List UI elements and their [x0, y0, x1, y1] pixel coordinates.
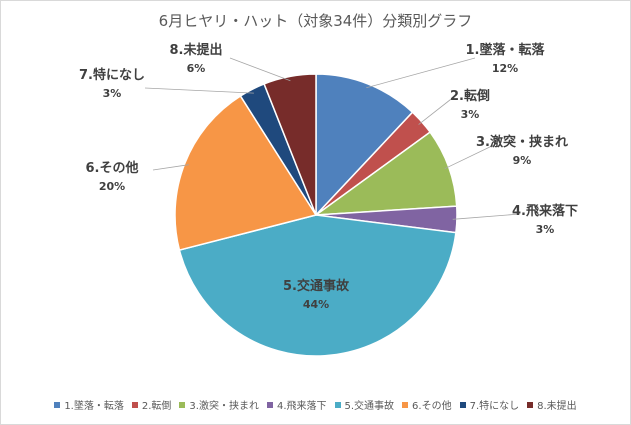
legend-label-6: 6.その他: [412, 401, 452, 412]
legend-label-8: 8.未提出: [537, 401, 577, 412]
data-label-2: 2.転倒: [450, 88, 490, 104]
legend-item-2: 2.転倒: [131, 397, 172, 412]
legend-label-3: 3.激突・挟まれ: [189, 401, 259, 412]
chart-title: 6月ヒヤリ・ハット（対象34件）分類別グラフ: [158, 12, 473, 30]
leader-line-7: [144, 87, 254, 94]
percent-label-5: 44%: [303, 298, 329, 311]
legend-label-1: 1.墜落・転落: [64, 401, 124, 412]
legend-swatch-7: [459, 401, 466, 408]
data-label-5: 5.交通事故: [283, 278, 350, 294]
legend-item-8: 8.未提出: [527, 397, 577, 412]
pie-slice-5: [178, 214, 457, 357]
legend-swatch-4: [266, 401, 273, 408]
legend-item-5: 5.交通事故: [334, 397, 395, 412]
data-label-1: 1.墜落・転落: [466, 42, 546, 58]
legend-swatch-2: [131, 401, 138, 408]
legend-label-7: 7.特になし: [469, 401, 520, 412]
data-label-8: 8.未提出: [170, 42, 223, 58]
leader-line-8: [229, 57, 291, 82]
percent-label-1: 12%: [492, 62, 518, 75]
chart-legend: 1.墜落・転落 2.転倒 3.激突・挟まれ 4.飛来落下 5.交通事故 6.その他 7.特に…: [0, 397, 631, 412]
percent-label-2: 3%: [461, 108, 480, 121]
percent-label-8: 6%: [187, 62, 206, 75]
legend-item-4: 4.飛来落下: [266, 397, 327, 412]
data-label-4: 4.飛来落下: [512, 203, 578, 219]
legend-label-2: 2.転倒: [141, 401, 172, 412]
percent-label-4: 3%: [536, 223, 555, 236]
percent-label-7: 3%: [103, 87, 122, 100]
percent-label-6: 20%: [99, 180, 125, 193]
legend-swatch-1: [54, 401, 61, 408]
pie-slice-1: [315, 73, 414, 217]
legend-label-5: 5.交通事故: [344, 401, 395, 412]
legend-item-1: 1.墜落・転落: [54, 397, 124, 412]
data-label-7: 7.特になし: [79, 67, 145, 83]
pie-slice-6: [174, 94, 318, 251]
legend-label-4: 4.飛来落下: [276, 401, 327, 412]
legend-swatch-8: [527, 401, 534, 408]
legend-item-3: 3.激突・挟まれ: [179, 397, 259, 412]
legend-item-7: 7.特になし: [459, 397, 520, 412]
leader-line-4: [452, 213, 521, 220]
legend-swatch-3: [179, 401, 186, 408]
pie-slice-8: [263, 73, 317, 216]
legend-swatch-5: [334, 401, 341, 408]
leader-line-6: [152, 164, 189, 171]
leader-line-2: [418, 95, 456, 125]
data-label-3: 3.激突・挟まれ: [476, 134, 568, 150]
legend-item-6: 6.その他: [402, 397, 452, 412]
pie-chart: 1.墜落・転落 12%2.転倒 3% 3.激突・挟まれ 9% 4.飛来落下 3% 5.交通事故…: [79, 42, 578, 357]
leader-line-3: [444, 143, 497, 170]
legend-swatch-6: [402, 401, 409, 408]
data-label-6: 6.その他: [86, 160, 139, 176]
percent-label-3: 9%: [513, 154, 532, 167]
leader-line-1: [366, 57, 476, 89]
